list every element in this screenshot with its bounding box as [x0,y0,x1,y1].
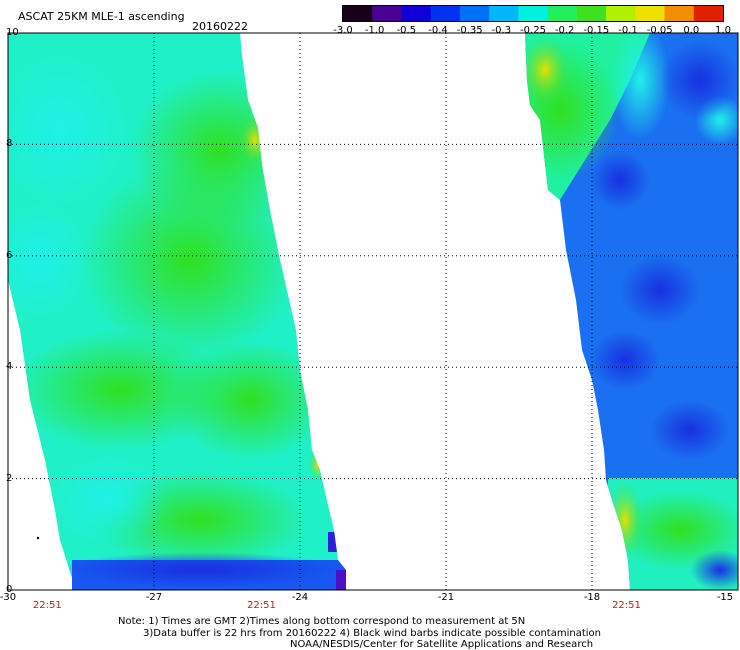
pass-time-label: 22:51 [32,600,62,611]
map-date: 20160222 [192,20,248,33]
colorbar-labels: -3.0 -1.0 -0.5 -0.4 -0.35 -0.3 -0.25 -0.2 -0.15-… [0,25,740,39]
colorbar-swatch [606,6,636,21]
wind-barb-dot [36,536,40,540]
pass-time-label: 22:51 [612,600,641,611]
colorbar-label: -3.0 [333,25,353,36]
colorbar-swatch [401,6,432,21]
note-line-1: Note: 1) Times are GMT 2)Times along bot… [118,616,526,627]
colorbar-swatch [343,6,373,21]
colorbar-swatch [430,6,461,21]
colorbar-swatch [664,6,695,21]
colorbar-label: -1.0 [364,25,385,36]
y-tick-label: 2 [6,472,13,484]
colorbar-label: -0.5 [396,25,417,36]
y-tick-label: 0 [6,584,13,595]
colorbar-swatch [489,6,519,21]
note-line-2: 3)Data buffer is 22 hrs from 20160222 4)… [143,628,601,639]
colorbar-label: -0.3 [491,25,512,36]
y-tick-label: 10 [6,27,19,38]
colorbar-swatch [459,6,490,21]
colorbar-label: -0.15 [583,25,610,36]
colorbar-swatch [576,6,607,21]
x-tick-label: -27 [145,592,163,603]
note-line-3: NOAA/NESDIS/Center for Satellite Applica… [290,639,594,650]
colorbar-label: -0.05 [646,25,673,36]
colorbar-label: 1.0 [715,25,731,36]
x-tick-label: -30 [0,592,17,603]
map-title: ASCAT 25KM MLE-1 ascending [18,10,185,23]
colorbar-label: -0.4 [428,25,448,36]
colorbar-frame [342,5,724,22]
colorbar-swatch [635,6,666,21]
colorbar-label: -0.25 [520,25,546,36]
colorbar-label: -0.35 [456,25,483,36]
colorbar [342,5,724,22]
x-tick-label: -24 [291,592,309,603]
graticule [7,32,739,591]
colorbar-swatch [693,6,724,21]
y-tick-label: 8 [6,138,13,150]
pass-time-label: 22:51 [247,600,276,611]
x-tick-label: -21 [437,592,455,603]
colorbar-swatch [372,6,402,21]
swath-left [8,33,346,590]
y-tick-label: 6 [6,249,13,261]
swath-right [525,33,738,590]
x-tick-label: -18 [583,592,601,603]
colorbar-label: -0.2 [554,25,575,36]
y-tick-label: 4 [6,361,13,373]
colorbar-label: 0.0 [683,25,700,36]
colorbar-swatch [547,6,578,21]
colorbar-swatch [518,6,549,21]
x-tick-label: -15 [716,592,734,603]
colorbar-label: -0.1 [618,25,638,36]
